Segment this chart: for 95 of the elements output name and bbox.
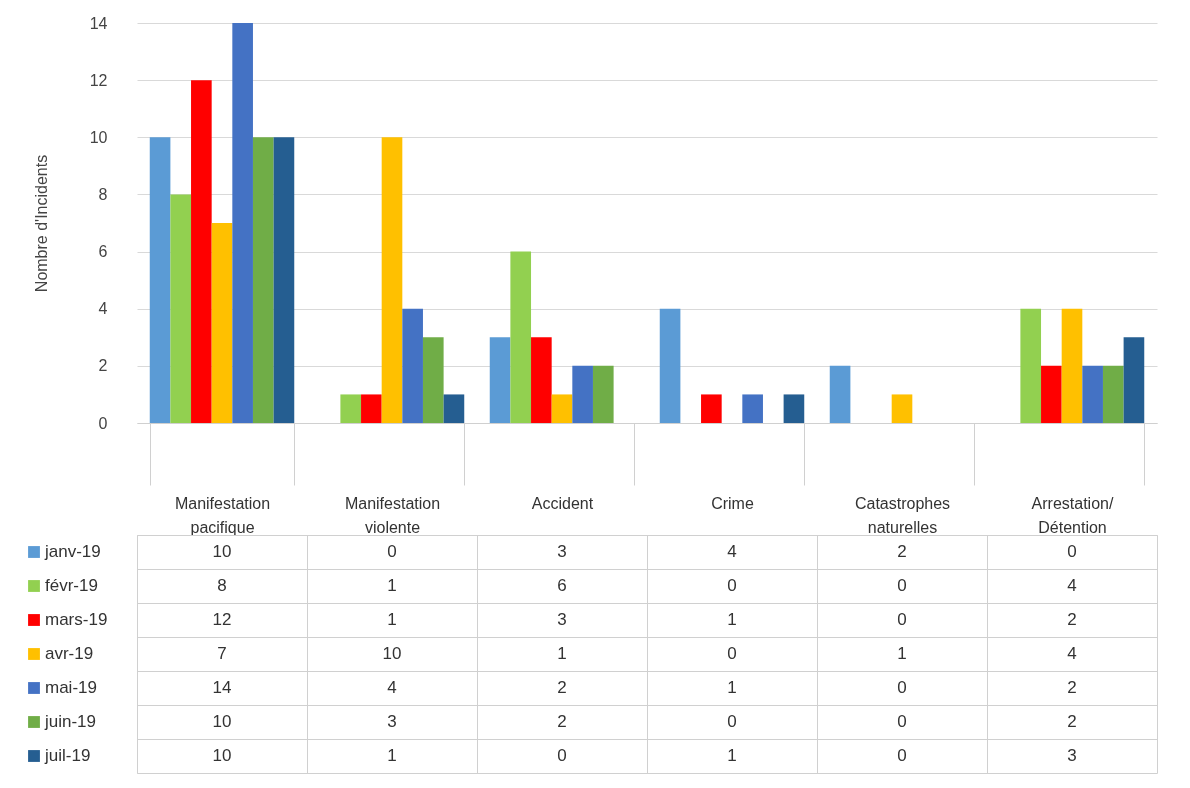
data-label: 0 [897,678,907,697]
data-label: 0 [727,712,737,731]
data-label: 1 [387,576,397,595]
data-label: 4 [387,678,397,697]
data-label: 1 [557,644,567,663]
y-tick-label: 2 [98,357,108,375]
x-tick-label: Manifestation pacifique [174,494,271,536]
bar [783,394,805,423]
data-label: 3 [557,542,567,561]
y-tick-label: 0 [98,414,108,432]
data-label: 8 [217,576,227,595]
data-label: 2 [557,678,567,697]
bar [1061,308,1083,423]
data-label: 3 [557,610,567,629]
x-tick-label: Crime [711,494,754,512]
bar [572,365,593,423]
bar [1123,337,1145,423]
y-tick-label: 14 [89,14,108,32]
data-label: 1 [727,678,737,697]
data-label: 2 [557,712,567,731]
data-label: 10 [382,644,402,663]
bar [381,137,403,423]
data-label: 1 [727,746,737,765]
bar [510,251,532,423]
data-label: 3 [1067,746,1077,765]
x-tick-label: Manifestation violente [344,494,441,536]
y-tick-label: 8 [98,185,108,203]
bar [829,365,851,423]
data-label: 0 [727,644,737,663]
legend-label: mai-19 [45,678,97,697]
bar [1041,365,1062,423]
data-label: 2 [1067,712,1077,731]
bar [232,23,253,423]
data-label: 2 [1067,678,1077,697]
data-label: 0 [897,576,907,595]
bar [592,365,614,423]
y-tick-label: 10 [89,128,108,146]
data-label: 1 [387,746,397,765]
bar [149,137,171,423]
data-label: 0 [557,746,567,765]
data-label: 0 [727,576,737,595]
bar [531,337,552,423]
bar [273,137,295,423]
y-tick-label: 12 [89,71,108,89]
data-label: 0 [1067,542,1077,561]
bar [489,337,511,423]
data-label: 0 [897,610,907,629]
bar [551,394,573,423]
x-tick-label: Accident [531,494,594,512]
data-label: 12 [212,610,232,629]
bar [252,137,274,423]
data-label: 6 [557,576,567,595]
y-tick-label: 6 [98,243,108,261]
legend-label: juil-19 [44,746,91,765]
bar [340,394,362,423]
data-label: 3 [387,712,397,731]
legend-label: janv-19 [44,542,101,561]
data-label: 0 [387,542,397,561]
data-label: 10 [212,746,232,765]
bar [742,394,763,423]
data-label: 1 [897,644,907,663]
y-axis-title: Nombre d'Incidents [32,154,50,293]
bar [1082,365,1103,423]
bar [891,394,913,423]
data-label: 2 [897,542,907,561]
data-label: 10 [212,542,232,561]
bar [422,337,444,423]
data-label: 1 [387,610,397,629]
data-label: 4 [727,542,737,561]
bar [170,194,192,423]
legend-label: avr-19 [45,644,94,663]
legend-label: mars-19 [45,610,108,629]
data-label: 4 [1067,644,1077,663]
data-label: 0 [897,746,907,765]
data-label: 10 [212,712,232,731]
bar [659,308,681,423]
data-label: 14 [212,678,232,697]
bar [443,394,465,423]
x-tick-label: Catastrophes naturelles [854,494,951,536]
bar [191,80,212,423]
bar [402,308,423,423]
bar [1102,365,1124,423]
bar [211,223,233,423]
data-label: 1 [727,610,737,629]
bar [361,394,382,423]
legend-label: févr-19 [45,576,98,595]
data-label: 0 [897,712,907,731]
data-label: 4 [1067,576,1077,595]
x-tick-label: Arrestation/ Détention [1031,494,1114,536]
legend-label: juin-19 [44,712,97,731]
data-label: 2 [1067,610,1077,629]
bar [1020,308,1042,423]
data-label: 7 [217,644,227,663]
y-tick-label: 4 [98,300,108,318]
bar [701,394,722,423]
